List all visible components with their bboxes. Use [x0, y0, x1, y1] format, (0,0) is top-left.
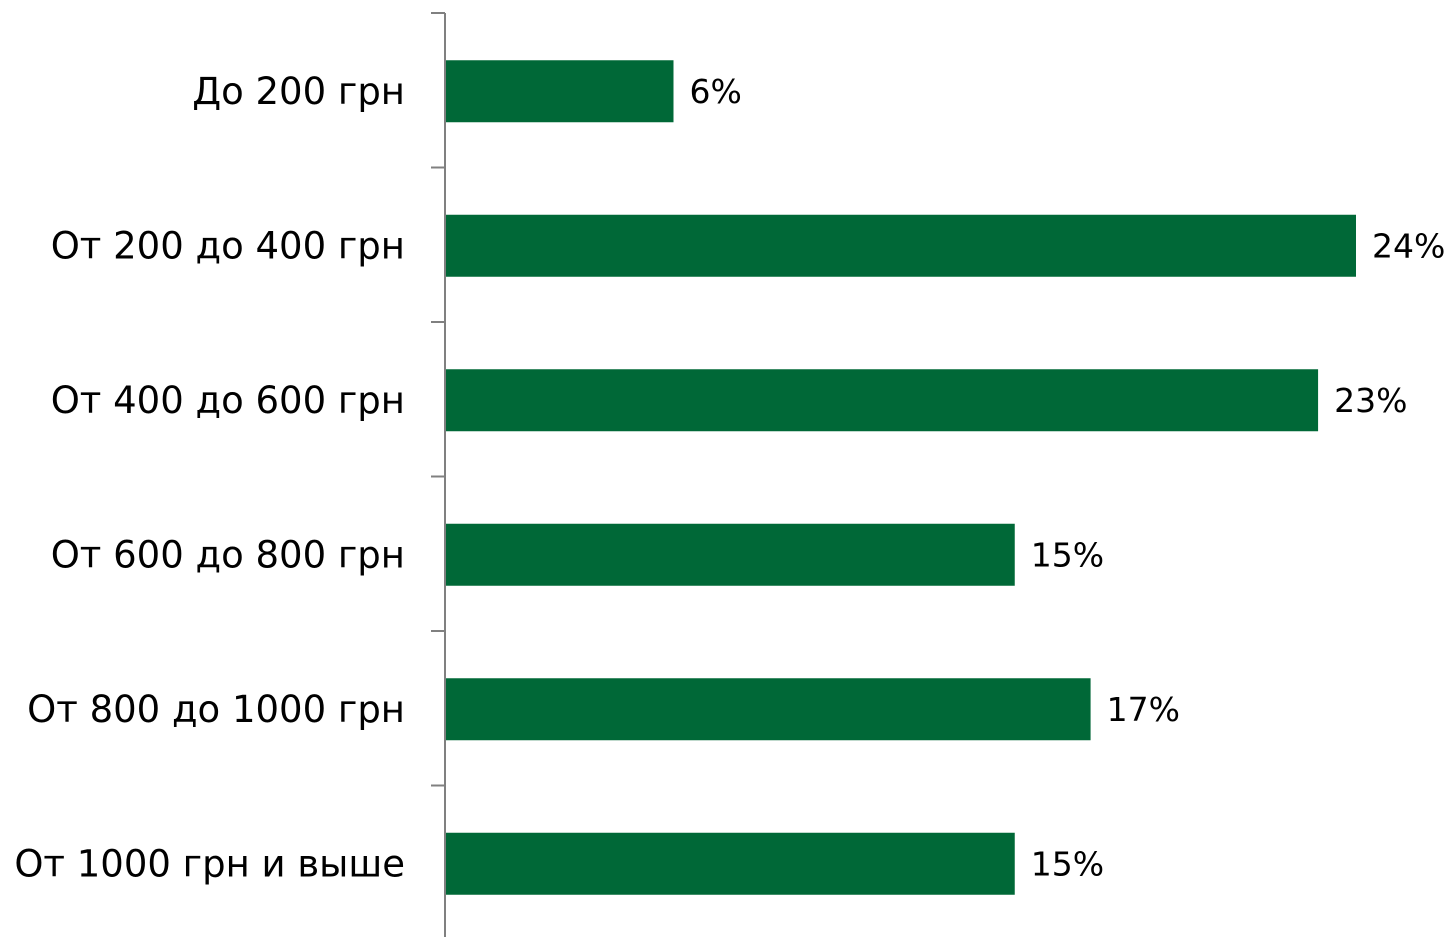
bar — [446, 369, 1319, 432]
category-label: От 800 до 1000 грн — [27, 688, 405, 731]
category-label: До 200 грн — [192, 70, 405, 113]
value-labels: 6% 24% 23% 15% 17% 15% — [690, 72, 1446, 884]
data-label: 6% — [690, 72, 742, 111]
category-label: От 200 до 400 грн — [51, 224, 405, 267]
bars-layer — [446, 60, 1356, 895]
data-label: 15% — [1031, 535, 1104, 574]
data-label: 15% — [1031, 844, 1104, 883]
bar — [446, 832, 1015, 895]
category-axis — [431, 12, 446, 937]
category-label: От 600 до 800 грн — [51, 533, 405, 576]
data-label: 23% — [1334, 381, 1407, 420]
bar — [446, 214, 1356, 277]
category-labels: До 200 грн От 200 до 400 грн От 400 до 600… — [14, 70, 405, 886]
bar — [446, 60, 674, 123]
bar — [446, 523, 1015, 586]
data-label: 17% — [1107, 690, 1180, 729]
category-label: От 400 до 600 грн — [51, 379, 405, 422]
bar — [446, 678, 1091, 741]
data-label: 24% — [1372, 226, 1445, 265]
category-label: От 1000 грн и выше — [14, 842, 405, 885]
